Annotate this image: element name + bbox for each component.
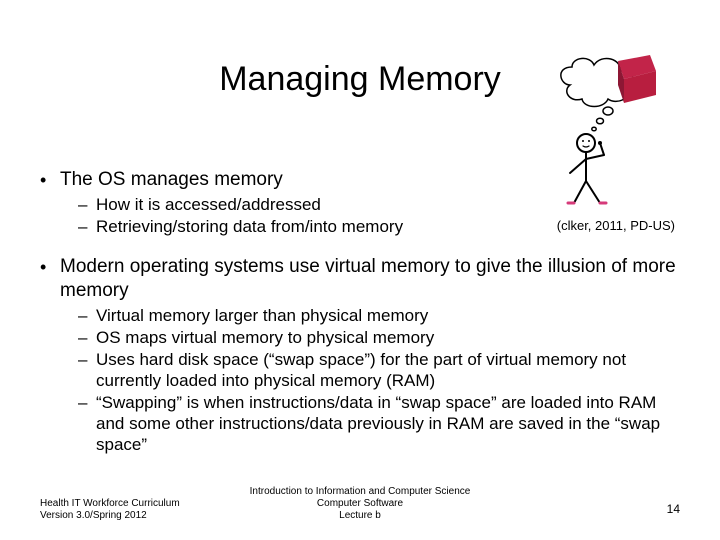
bullet-item: • The OS manages memory –How it is acces… bbox=[40, 168, 680, 237]
sub-bullet-item: –OS maps virtual memory to physical memo… bbox=[78, 327, 680, 348]
dash-icon: – bbox=[78, 392, 96, 413]
slide: Managing Memory bbox=[0, 0, 720, 540]
sub-bullet-item: –“Swapping” is when instructions/data in… bbox=[78, 392, 680, 455]
bullet-item: • Modern operating systems use virtual m… bbox=[40, 255, 680, 455]
footer-course: Introduction to Information and Computer… bbox=[0, 486, 720, 498]
bullet-text: The OS manages memory bbox=[60, 168, 283, 192]
footer-curriculum: Health IT Workforce Curriculum bbox=[40, 498, 180, 510]
bullet-dot-icon: • bbox=[40, 255, 60, 279]
sub-bullet-text: Retrieving/storing data from/into memory bbox=[96, 216, 403, 237]
cube-icon bbox=[618, 55, 656, 103]
sub-bullet-item: –Retrieving/storing data from/into memor… bbox=[78, 216, 680, 237]
dash-icon: – bbox=[78, 327, 96, 348]
sub-bullet-text: Uses hard disk space (“swap space”) for … bbox=[96, 349, 680, 391]
page-number: 14 bbox=[667, 502, 680, 516]
sub-bullet-item: –Virtual memory larger than physical mem… bbox=[78, 305, 680, 326]
dash-icon: – bbox=[78, 194, 96, 215]
dash-icon: – bbox=[78, 216, 96, 237]
sub-bullet-text: “Swapping” is when instructions/data in … bbox=[96, 392, 680, 455]
sub-bullet-text: How it is accessed/addressed bbox=[96, 194, 321, 215]
sub-bullet-item: –Uses hard disk space (“swap space”) for… bbox=[78, 349, 680, 391]
slide-body: • The OS manages memory –How it is acces… bbox=[40, 168, 680, 467]
sub-bullet-text: Virtual memory larger than physical memo… bbox=[96, 305, 428, 326]
sub-bullet-item: –How it is accessed/addressed bbox=[78, 194, 680, 215]
footer-left: Health IT Workforce Curriculum Version 3… bbox=[40, 498, 180, 522]
bullet-dot-icon: • bbox=[40, 168, 60, 192]
sub-bullet-text: OS maps virtual memory to physical memor… bbox=[96, 327, 434, 348]
footer-version: Version 3.0/Spring 2012 bbox=[40, 510, 180, 522]
dash-icon: – bbox=[78, 305, 96, 326]
slide-footer: Health IT Workforce Curriculum Version 3… bbox=[0, 486, 720, 522]
bullet-text: Modern operating systems use virtual mem… bbox=[60, 255, 680, 303]
dash-icon: – bbox=[78, 349, 96, 370]
